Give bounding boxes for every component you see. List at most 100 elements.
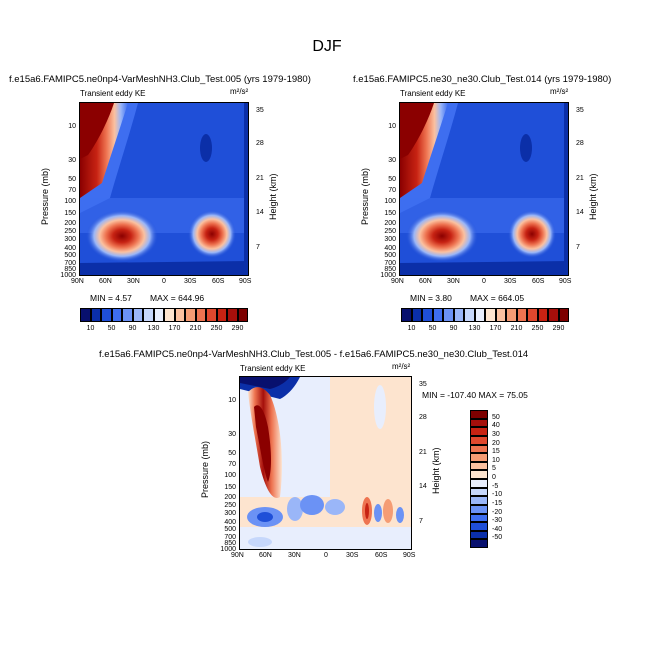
y-tick: 50 [68,176,76,183]
x-tick: 30N [288,552,301,559]
y-tick: 700 [64,260,76,267]
x-axis-right: 90N 60N 30N 0 30S 60S 90S [391,276,572,286]
x-tick: 90N [391,278,404,285]
colorbar-swatch [153,308,164,322]
y-tick-right: 7 [419,518,423,525]
colorbar-swatch [432,308,443,322]
x-tick: 60S [375,552,388,559]
y-tick: 200 [224,494,236,501]
colorbar-label: 250 [210,325,223,332]
y-tick: 150 [64,210,76,217]
x-tick: 90S [559,278,572,285]
y-axis-label-right-left: Height (km) [268,173,278,220]
colorbar-swatch [216,308,227,322]
y-tick: 500 [64,252,76,259]
y-axis-height-diff: 35 28 21 14 7 [415,376,435,550]
colorbar-swatch [470,479,488,488]
y-tick-right: 7 [256,244,260,251]
y-tick-right: 14 [576,209,584,216]
y-tick: 300 [384,236,396,243]
x-tick: 60N [419,278,432,285]
colorbar-label: 210 [189,325,202,332]
colorbar-swatch [485,308,496,322]
colorbar-swatch [401,308,412,322]
y-axis-label-left: Pressure (mb) [40,167,50,225]
x-tick: 30S [184,278,197,285]
colorbar-swatch [470,470,488,479]
colorbar-swatch [101,308,112,322]
colorbar-label: 15 [492,448,500,456]
units-diff: m²/s² [392,362,411,371]
subtitle-left-1: Transient eddy KE [80,89,146,98]
x-tick: 90S [239,278,252,285]
colorbar-label: 50 [492,413,500,421]
y-tick: 500 [224,526,236,533]
x-axis-left: 90N 60N 30N 0 30S 60S 90S [71,276,252,286]
colorbar-label: 290 [231,325,244,332]
colorbar-swatch [80,308,91,322]
y-tick: 70 [228,461,236,468]
colorbar-label: 90 [449,325,458,332]
x-tick: 0 [162,278,166,285]
y-axis-label-right-panel: Pressure (mb) [360,167,370,225]
colorbar-swatch [122,308,133,322]
x-tick: 90N [231,552,244,559]
y-tick: 1000 [60,272,76,279]
units-left-1: m²/s² [230,87,249,96]
y-tick-right: 35 [419,381,427,388]
y-tick-right: 14 [256,209,264,216]
y-tick: 300 [224,510,236,517]
y-axis-left: 10 30 50 70 100 150 200 250 300 400 500 … [40,102,78,279]
colorbar-label: -10 [492,491,503,499]
heatmap-svg-diff [240,377,411,549]
colorbar-swatch [558,308,569,322]
colorbar-swatch [411,308,422,322]
colorbar-left-labels: 10 50 90 130 170 210 250 290 [80,325,248,335]
heatmap-plot-right [399,102,569,276]
colorbar-swatch [195,308,206,322]
x-tick: 30S [504,278,517,285]
y-tick-right: 7 [576,244,580,251]
y-tick-right: 28 [256,140,264,147]
colorbar-swatch [470,539,488,548]
colorbar-swatch [470,427,488,436]
colorbar-swatch [227,308,238,322]
y-axis-right-panel: 10 30 50 70 100 150 200 250 300 400 500 … [360,102,398,279]
panel-title-diff: f.e15a6.FAMIPC5.ne0np4-VarMeshNH3.Club_T… [99,349,529,360]
y-tick: 50 [228,450,236,457]
y-tick-right: 14 [419,483,427,490]
y-tick: 700 [224,534,236,541]
y-tick: 500 [384,252,396,259]
y-tick: 250 [384,228,396,235]
y-tick-right: 35 [576,107,584,114]
y-tick: 400 [224,519,236,526]
colorbar-swatch [470,487,488,497]
y-tick: 1000 [380,272,396,279]
colorbar-label: 170 [489,325,502,332]
y-tick: 300 [64,236,76,243]
x-tick: 30N [127,278,140,285]
colorbar-swatch [470,453,488,462]
colorbar-swatch [453,308,464,322]
y-tick: 1000 [220,546,236,553]
colorbar-diff-labels: 50 40 30 20 15 10 5 0 -5 -10 -15 -20 -30 -40 -50 [492,410,522,548]
colorbar-right [401,308,569,322]
y-tick: 850 [224,540,236,547]
y-tick: 200 [384,220,396,227]
y-axis-label-height-diff: Height (km) [431,447,441,494]
colorbar-label: 50 [428,325,437,332]
colorbar-label: -20 [492,508,503,516]
y-axis-height-right: 35 28 21 14 7 [572,102,592,276]
y-tick-right: 28 [419,414,427,421]
colorbar-swatch [185,308,196,322]
colorbar-swatch [90,308,101,322]
colorbar-swatch [506,308,517,322]
colorbar-label: 40 [492,422,500,430]
y-tick: 100 [64,198,76,205]
y-tick: 10 [228,397,236,404]
heatmap-plot-diff [239,376,412,550]
colorbar-label: -40 [492,525,503,533]
colorbar-swatch [470,444,488,454]
y-tick: 850 [384,266,396,273]
x-tick: 0 [324,552,328,559]
